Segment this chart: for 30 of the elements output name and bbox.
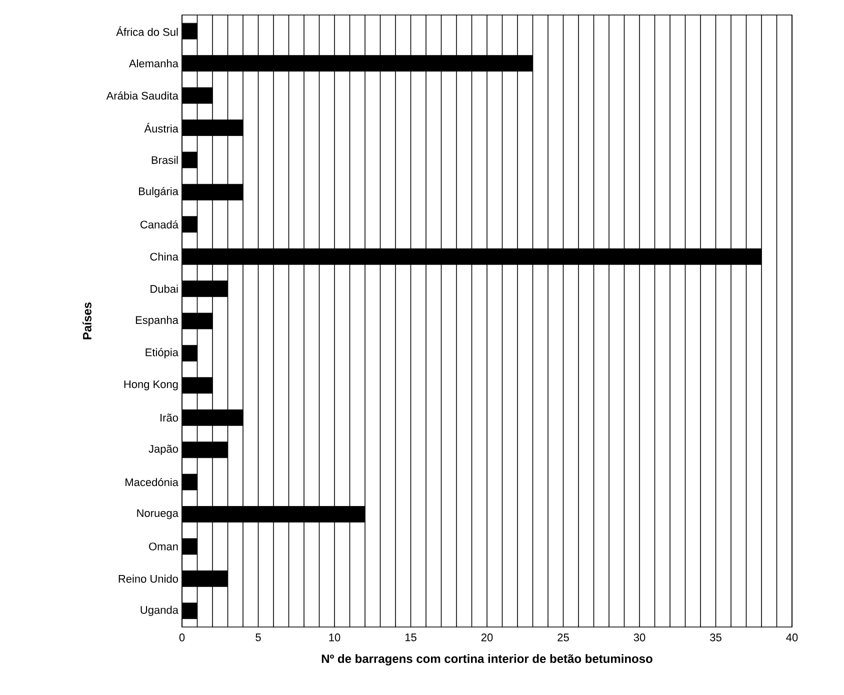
x-tick-label: 35 [710, 634, 722, 642]
y-tick-label: Macedónia [126, 478, 178, 486]
x-tick-label: 20 [481, 634, 493, 642]
y-tick-label: Brasil [152, 156, 178, 164]
y-tick-label: China [150, 252, 178, 261]
y-tick-label: África do Sul [116, 26, 178, 36]
x-tick-label: 10 [329, 634, 340, 642]
y-tick-label: Japão [148, 444, 178, 455]
y-axis-title: Países [82, 302, 92, 340]
y-tick-label: Arábia Saudita [106, 91, 178, 100]
x-tick-label: 5 [256, 634, 261, 642]
y-tick-label: Etiópia [146, 348, 178, 358]
y-tick-label: Irão [160, 414, 178, 422]
x-tick-label: 30 [634, 634, 646, 642]
y-tick-label: Espanha [136, 316, 178, 326]
y-tick-label: Alemanha [128, 59, 178, 68]
x-tick-label: 40 [786, 634, 798, 642]
y-tick-label: Bulgária [139, 186, 178, 198]
x-tick-label: 25 [558, 634, 569, 642]
y-tick-label: Noruega [137, 509, 178, 520]
y-tick-label: Dubai [150, 284, 178, 293]
y-tick-label: Áustria [144, 122, 178, 133]
x-tick-label: 0 [179, 634, 185, 642]
x-tick-label: 15 [405, 634, 416, 642]
y-tick-label: Hong Kong [124, 380, 178, 390]
y-tick-label: Reino Unido [118, 574, 178, 583]
y-tick-label: Canadá [140, 220, 178, 228]
y-tick-label: Oman [149, 542, 178, 550]
y-tick-label: Uganda [140, 606, 178, 616]
x-axis-title: Nº de barragens com cortina interior de betão betuminoso [322, 654, 652, 666]
